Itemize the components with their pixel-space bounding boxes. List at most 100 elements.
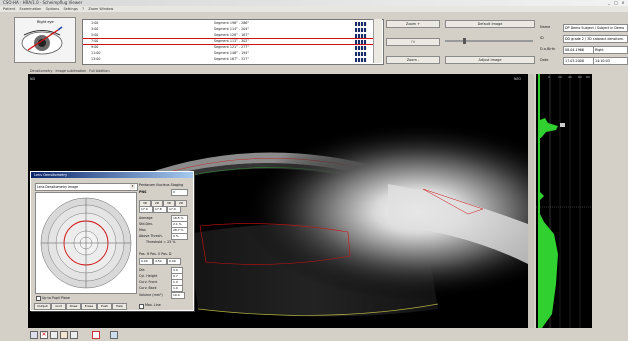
volume-label: Volume (mm³) (139, 293, 163, 297)
erase-button[interactable]: Erase (81, 303, 97, 310)
list-scrollbar[interactable] (373, 19, 382, 63)
threshold-label: Threshold = 25 % (146, 240, 176, 244)
brightness-slider[interactable] (445, 38, 533, 44)
footer-toolbar: ✕ (0, 328, 628, 341)
camera-icon[interactable] (50, 331, 58, 339)
profile-tick: 20 (558, 75, 562, 79)
name-label: Name (540, 25, 551, 29)
close-exam-icon[interactable]: ✕ (40, 331, 48, 339)
pns-label: PNS (139, 190, 147, 194)
eye-icon (21, 26, 63, 55)
menu-examination[interactable]: Examination (19, 7, 42, 11)
mail-icon[interactable] (92, 331, 100, 339)
zoom-in-button[interactable]: Zoom + (386, 20, 440, 28)
densitometry-circle-graphic (40, 197, 132, 289)
splitter[interactable] (528, 74, 534, 328)
film-icon[interactable] (60, 331, 68, 339)
image-label-right: NEO (514, 77, 522, 81)
help-icon[interactable] (110, 331, 118, 339)
tab-full-addition[interactable]: Full Addition (89, 69, 110, 73)
list-item[interactable]: 3:00 Segment 114° - 204° (83, 27, 373, 32)
adjust-image-button[interactable]: Adjust Image (445, 56, 535, 64)
title-bar: CSO-HA · HRA/1.0 · Scheimpflug Viewer (0, 0, 628, 6)
color-swatch (355, 51, 367, 56)
zoom-out-button[interactable]: Zoom - (386, 56, 440, 64)
menu-bar: Patient Examination Options Settings ? Z… (0, 6, 628, 12)
name-field: DP Demo Subject / Subject in Demo (563, 24, 628, 32)
tab-image-sublimation[interactable]: Image sublimation (55, 69, 87, 73)
value-field: 17.0 (139, 206, 153, 213)
maximize-button[interactable]: □ (614, 0, 618, 5)
color-swatch (355, 45, 367, 50)
close-button[interactable]: x (621, 0, 625, 5)
color-swatch (355, 27, 367, 32)
pos-d-field: 0.00 (167, 258, 181, 265)
value-field: 17.8 (153, 206, 167, 213)
eye-field: Right (593, 46, 628, 54)
menu-options[interactable]: Options (45, 7, 60, 11)
window-title: CSO-HA · HRA/1.0 · Scheimpflug Viewer (3, 0, 83, 5)
pns-field: 0 (171, 189, 188, 196)
view-tabs: Densitometry Image sublimation Full Addi… (28, 69, 548, 74)
list-item-selected[interactable]: 7:00 Segment 113° - 302° (83, 38, 374, 45)
dob-field: 08.04.1966 (563, 46, 594, 54)
list-item[interactable]: 11:00 Segment 146° - 194° (83, 51, 373, 56)
image-type-select[interactable]: Lens Densitometry Image (35, 183, 138, 191)
menu-zoom-window[interactable]: Zoom Window (88, 7, 114, 11)
list-item[interactable]: 1:00 Segment 196° - 286° (83, 21, 373, 26)
dob-label: D.o.Birth (540, 47, 556, 51)
profile-tick: 60 (578, 75, 582, 79)
id-field: DD grade 2 / 3D cataract densitom. (563, 35, 628, 43)
draw-button[interactable]: Draw (66, 303, 81, 310)
dialog-title: Lens Densitometry (31, 172, 193, 178)
menu-settings[interactable]: Settings (63, 7, 78, 11)
list-item[interactable]: 5:00 Segment 128° - 167° (83, 33, 373, 38)
push-button[interactable]: Push (97, 303, 112, 310)
date-label: Date (540, 58, 549, 62)
pupil-plane-checkbox[interactable] (36, 296, 41, 301)
profile-tick: 80 (586, 75, 590, 79)
densitometry-plot[interactable] (35, 192, 137, 294)
segment-list[interactable]: 1:00 Segment 196° - 286° 3:00 Segment 11… (82, 19, 384, 65)
eye-panel[interactable]: Right eye (14, 17, 76, 63)
image-icon[interactable] (70, 331, 78, 339)
above-thresh-label: Above Thresh. (139, 234, 163, 238)
default-image-button[interactable]: Default Image (445, 20, 535, 28)
density-profile-graphic (536, 74, 592, 328)
pupil-plane-label: Up to Pupil Plane (42, 296, 70, 300)
eye-label: Right eye (37, 20, 54, 24)
pos-v-field: 4.54 (153, 258, 167, 265)
print-icon[interactable] (30, 331, 38, 339)
slider-thumb[interactable] (463, 38, 466, 44)
list-item[interactable]: 9:00 Segment 121° - 277° (83, 45, 373, 50)
pos-h-field: 0.00 (139, 258, 153, 265)
max-label: Max (139, 228, 146, 232)
mode-2d-button-2[interactable]: 2D (175, 200, 187, 207)
id-label: ID (540, 36, 544, 40)
curv-back-label: Curv. Back (139, 286, 157, 290)
max-line-checkbox[interactable] (139, 304, 144, 309)
lens-densitometry-dialog[interactable]: Lens Densitometry Lens Densitometry Imag… (30, 171, 194, 311)
color-swatch (355, 21, 367, 26)
output-button[interactable]: Output (34, 303, 51, 310)
max-line-label: Max. Line (145, 303, 161, 307)
zoom-fit-button[interactable]: Fit (386, 38, 440, 46)
color-swatch (355, 33, 367, 38)
profile-tick: 40 (568, 75, 572, 79)
color-swatch (355, 39, 367, 44)
average-label: Average (139, 216, 153, 220)
cyl-height-label: Cyl. Height (139, 274, 158, 278)
minimize-button[interactable]: _ (608, 0, 610, 5)
time-field: 14:10:03 (593, 57, 628, 65)
list-item[interactable]: 13:00 Segment 167° - 327° (83, 57, 373, 62)
menu-help[interactable]: ? (82, 7, 84, 11)
curv-back-field[interactable]: 1.0 (171, 285, 183, 292)
chevron-down-icon[interactable]: ▾ (130, 184, 135, 189)
menu-patient[interactable]: Patient (3, 7, 16, 11)
grid-button[interactable]: Grid (51, 303, 66, 310)
value-field: 17.0 (167, 206, 181, 213)
color-swatch (355, 57, 367, 62)
help-button[interactable]: Help (112, 303, 127, 310)
tab-densitometry[interactable]: Densitometry (30, 69, 53, 73)
right-panel (592, 74, 628, 328)
